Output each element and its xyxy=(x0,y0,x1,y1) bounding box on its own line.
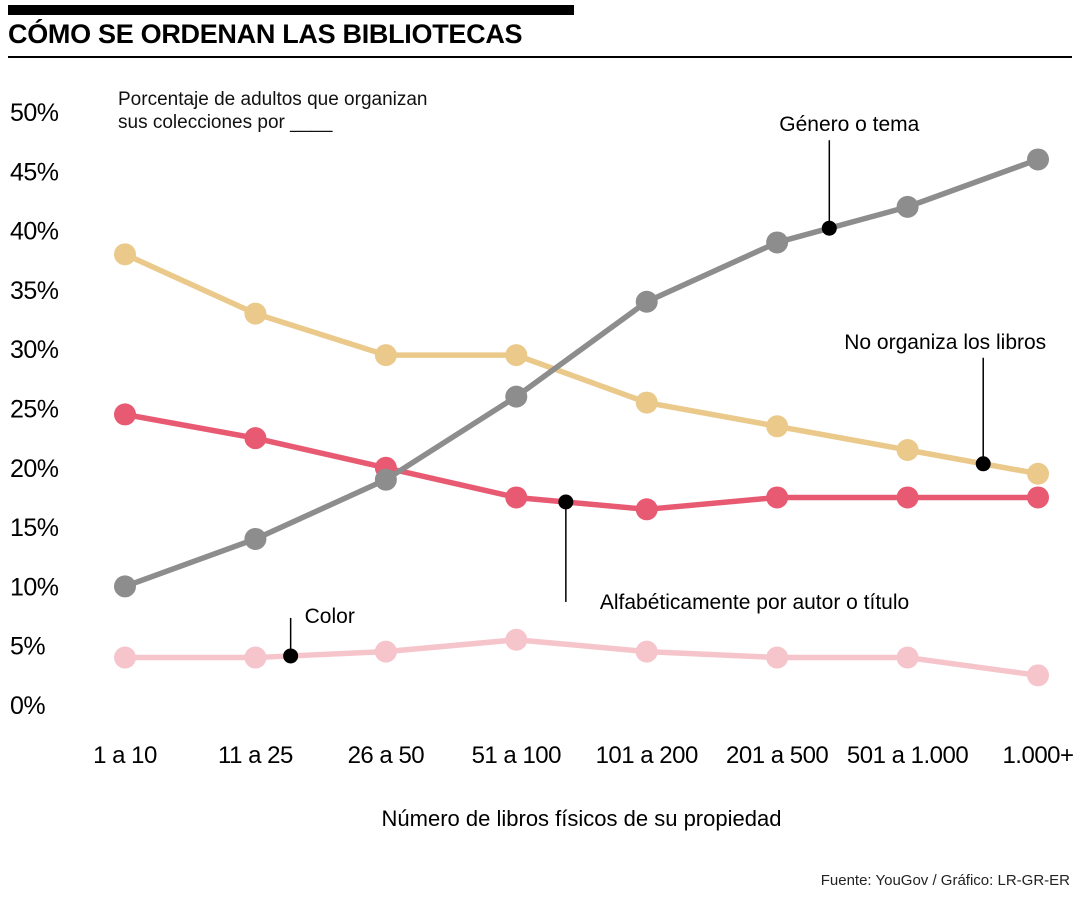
y-tick-label: 30% xyxy=(10,336,59,364)
series-point xyxy=(896,486,919,509)
series-point xyxy=(766,646,789,669)
series-point xyxy=(505,486,528,509)
series-point xyxy=(374,640,397,663)
y-tick-label: 10% xyxy=(10,573,59,601)
series-point xyxy=(1027,664,1049,687)
title-rule xyxy=(8,56,1072,58)
series-point xyxy=(114,403,136,426)
x-tick-label: 1 a 10 xyxy=(93,742,157,769)
x-tick-label: 1.000+ xyxy=(1002,742,1073,769)
series-point xyxy=(766,415,789,438)
series-point xyxy=(505,385,528,408)
x-axis-title: Número de libros físicos de su propiedad xyxy=(381,806,782,831)
series-point xyxy=(114,575,136,598)
series-line-2 xyxy=(122,411,1041,513)
annotation-label: No organiza los libros xyxy=(844,331,1046,354)
series-point xyxy=(114,646,136,669)
annotation-label: Género o tema xyxy=(779,113,919,136)
x-tick-label: 501 a 1.000 xyxy=(847,742,968,769)
x-tick-label: 201 a 500 xyxy=(726,742,828,769)
series-point xyxy=(635,498,658,521)
x-tick-label: 51 a 100 xyxy=(472,742,562,769)
series-point xyxy=(114,243,136,266)
source-credit: Fuente: YouGov / Gráfico: LR-GR-ER xyxy=(820,872,1070,889)
series-point xyxy=(1027,462,1049,485)
series-point xyxy=(766,231,789,254)
series-line-1 xyxy=(122,251,1041,477)
series-point xyxy=(896,439,919,462)
y-tick-label: 0% xyxy=(10,692,45,720)
series-point xyxy=(244,302,267,325)
series-point xyxy=(635,290,658,313)
y-tick-label: 50% xyxy=(10,99,59,127)
series-point xyxy=(635,391,658,414)
series-point xyxy=(505,344,528,367)
series-point xyxy=(635,640,658,663)
series-point xyxy=(505,628,528,651)
annotation-dot xyxy=(283,648,299,664)
x-tick-label: 11 a 25 xyxy=(218,742,293,769)
series-point xyxy=(244,527,267,550)
page-title: CÓMO SE ORDENAN LAS BIBLIOTECAS xyxy=(8,19,523,49)
annotation-dot xyxy=(558,494,574,510)
line-chart: 0% 5% 10% 15% 20% 25% 30% 35% 40% 45% 50% 1 a 10 11 … xyxy=(10,99,1074,769)
y-tick-label: 20% xyxy=(10,455,59,483)
annotation-label: Color xyxy=(305,605,355,628)
series-point xyxy=(374,344,397,367)
series-line-0 xyxy=(122,156,1041,590)
series-point xyxy=(896,195,919,218)
title-accent-bar xyxy=(8,5,574,15)
y-tick-label: 5% xyxy=(10,633,45,661)
series-point xyxy=(766,486,789,509)
series-point xyxy=(1027,148,1049,171)
annotation-label: Alfabéticamente por autor o título xyxy=(600,591,909,614)
x-tick-label: 26 a 50 xyxy=(348,742,425,769)
series-point xyxy=(1027,486,1049,509)
y-tick-label: 15% xyxy=(10,514,59,542)
annotation-dot xyxy=(975,456,991,472)
series-line-3 xyxy=(122,637,1041,679)
series-point xyxy=(374,468,397,491)
y-tick-label: 45% xyxy=(10,158,59,186)
y-tick-label: 35% xyxy=(10,277,59,305)
y-tick-label: 40% xyxy=(10,218,59,246)
series-point xyxy=(244,646,267,669)
x-tick-label: 101 a 200 xyxy=(596,742,698,769)
series-point xyxy=(244,427,267,450)
y-tick-label: 25% xyxy=(10,396,59,424)
annotation-dot xyxy=(821,220,837,236)
series-point xyxy=(896,646,919,669)
